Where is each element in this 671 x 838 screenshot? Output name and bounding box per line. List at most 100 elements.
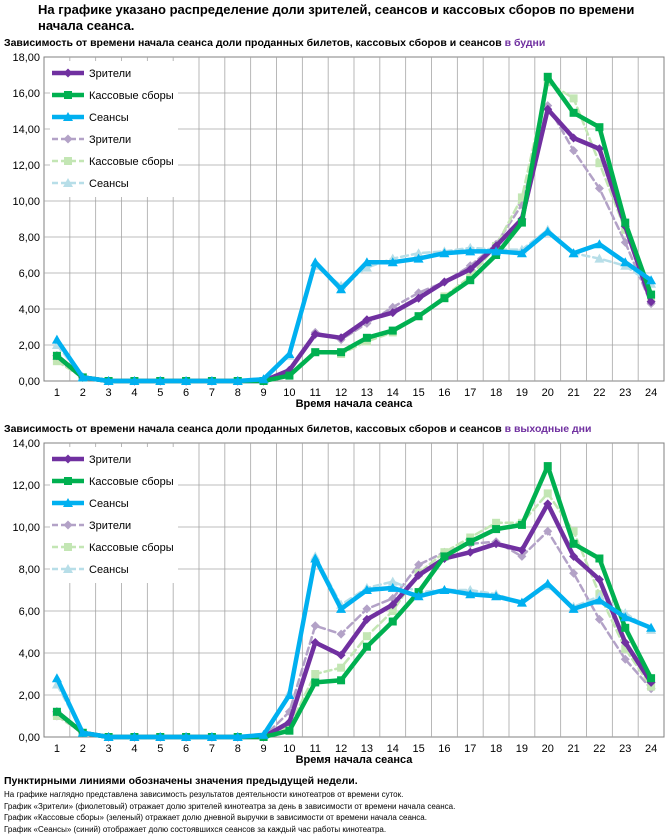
data-point <box>311 348 320 357</box>
y-tick-label: 10,00 <box>12 522 40 534</box>
data-point <box>258 729 269 739</box>
y-tick-label: 14,00 <box>12 438 40 450</box>
data-point <box>465 547 475 557</box>
x-tick-label: 11 <box>310 387 321 399</box>
data-point <box>414 293 424 303</box>
data-point <box>336 284 347 294</box>
legend-item: Кассовые сборы <box>52 542 174 554</box>
data-point <box>542 578 553 588</box>
data-point <box>388 326 397 335</box>
x-tick-label: 17 <box>464 387 476 399</box>
data-point <box>103 732 114 741</box>
data-point <box>439 277 449 287</box>
data-point <box>284 349 295 358</box>
data-point <box>310 257 321 267</box>
data-point <box>543 72 552 81</box>
legend-marker <box>64 91 72 99</box>
data-point <box>155 376 166 385</box>
x-tick-label: 20 <box>542 387 554 399</box>
data-point <box>569 527 578 536</box>
data-point <box>310 329 320 339</box>
data-point <box>206 732 217 741</box>
legend-marker <box>63 112 73 121</box>
data-point <box>258 374 269 384</box>
data-point <box>362 632 371 641</box>
x-tick-label: 19 <box>516 387 528 399</box>
x-tick-label: 15 <box>412 387 424 399</box>
data-point <box>569 539 578 548</box>
legend: Зрители Кассовые сборы Сеансы Зрители Кассов… <box>50 61 178 197</box>
data-point <box>569 133 579 143</box>
x-tick-label: 21 <box>567 387 579 399</box>
data-point <box>336 603 347 613</box>
footnote-line: График «Кассовые сборы» (зеленый) отража… <box>4 813 427 822</box>
data-point <box>646 622 657 632</box>
x-tick-label: 8 <box>235 387 241 399</box>
x-tick-label: 4 <box>131 387 137 399</box>
x-tick-label: 7 <box>209 387 215 399</box>
data-point <box>388 593 398 603</box>
data-point <box>568 603 579 613</box>
data-point <box>52 351 61 360</box>
legend-item: Зрители <box>52 454 131 466</box>
data-point <box>361 585 372 594</box>
data-point <box>466 537 475 546</box>
data-point <box>569 551 579 561</box>
data-point <box>491 591 502 601</box>
data-point <box>621 644 630 653</box>
data-point <box>336 333 346 343</box>
x-tick-label: 5 <box>157 743 163 755</box>
y-tick-label: 8,00 <box>19 232 40 244</box>
legend-marker <box>64 157 72 165</box>
data-point <box>311 670 320 678</box>
data-point <box>569 94 578 103</box>
y-tick-label: 14,00 <box>12 124 40 136</box>
data-point <box>387 576 398 586</box>
data-point <box>232 376 243 385</box>
x-axis-label: Время начала сеанса <box>296 398 414 410</box>
legend-label: Зрители <box>89 134 131 146</box>
x-tick-label: 1 <box>54 387 60 399</box>
x-tick-label: 5 <box>157 387 163 399</box>
legend-item: Сеансы <box>52 498 129 510</box>
data-point <box>569 568 579 578</box>
data-point <box>517 193 526 202</box>
data-point <box>594 144 604 154</box>
data-point <box>285 726 294 735</box>
data-point <box>595 159 604 168</box>
x-tick-label: 16 <box>438 743 450 755</box>
data-point <box>336 629 346 639</box>
data-point <box>388 600 398 610</box>
x-tick-label: 24 <box>645 743 657 755</box>
data-point <box>646 297 656 307</box>
data-point <box>388 617 397 626</box>
data-point <box>414 560 424 570</box>
x-tick-label: 9 <box>261 387 267 399</box>
data-point <box>620 257 631 267</box>
data-point <box>543 526 553 536</box>
data-point <box>285 371 294 380</box>
x-tick-label: 3 <box>106 743 112 755</box>
legend-item: Зрители <box>52 68 131 80</box>
data-point <box>311 678 320 687</box>
footnotes: Пунктирными линиями обозначены значения … <box>4 775 664 835</box>
legend-marker <box>64 477 72 485</box>
chart-1-title-highlight: в будни <box>504 37 546 49</box>
data-point <box>516 597 527 607</box>
data-point <box>413 591 424 601</box>
y-tick-label: 0,00 <box>19 376 40 388</box>
data-point <box>620 654 630 664</box>
x-tick-label: 4 <box>131 743 137 755</box>
x-tick-label: 8 <box>235 743 241 755</box>
data-point <box>491 246 502 256</box>
data-point <box>439 585 450 594</box>
legend-label: Зрители <box>89 454 131 466</box>
x-tick-label: 9 <box>261 743 267 755</box>
x-tick-label: 6 <box>183 387 189 399</box>
legend-label: Кассовые сборы <box>89 90 174 102</box>
x-tick-label: 14 <box>387 743 399 755</box>
data-point <box>620 638 630 647</box>
data-point <box>362 604 372 614</box>
data-point <box>647 290 656 299</box>
footnote-line: На графике наглядно представлена зависим… <box>4 790 404 799</box>
